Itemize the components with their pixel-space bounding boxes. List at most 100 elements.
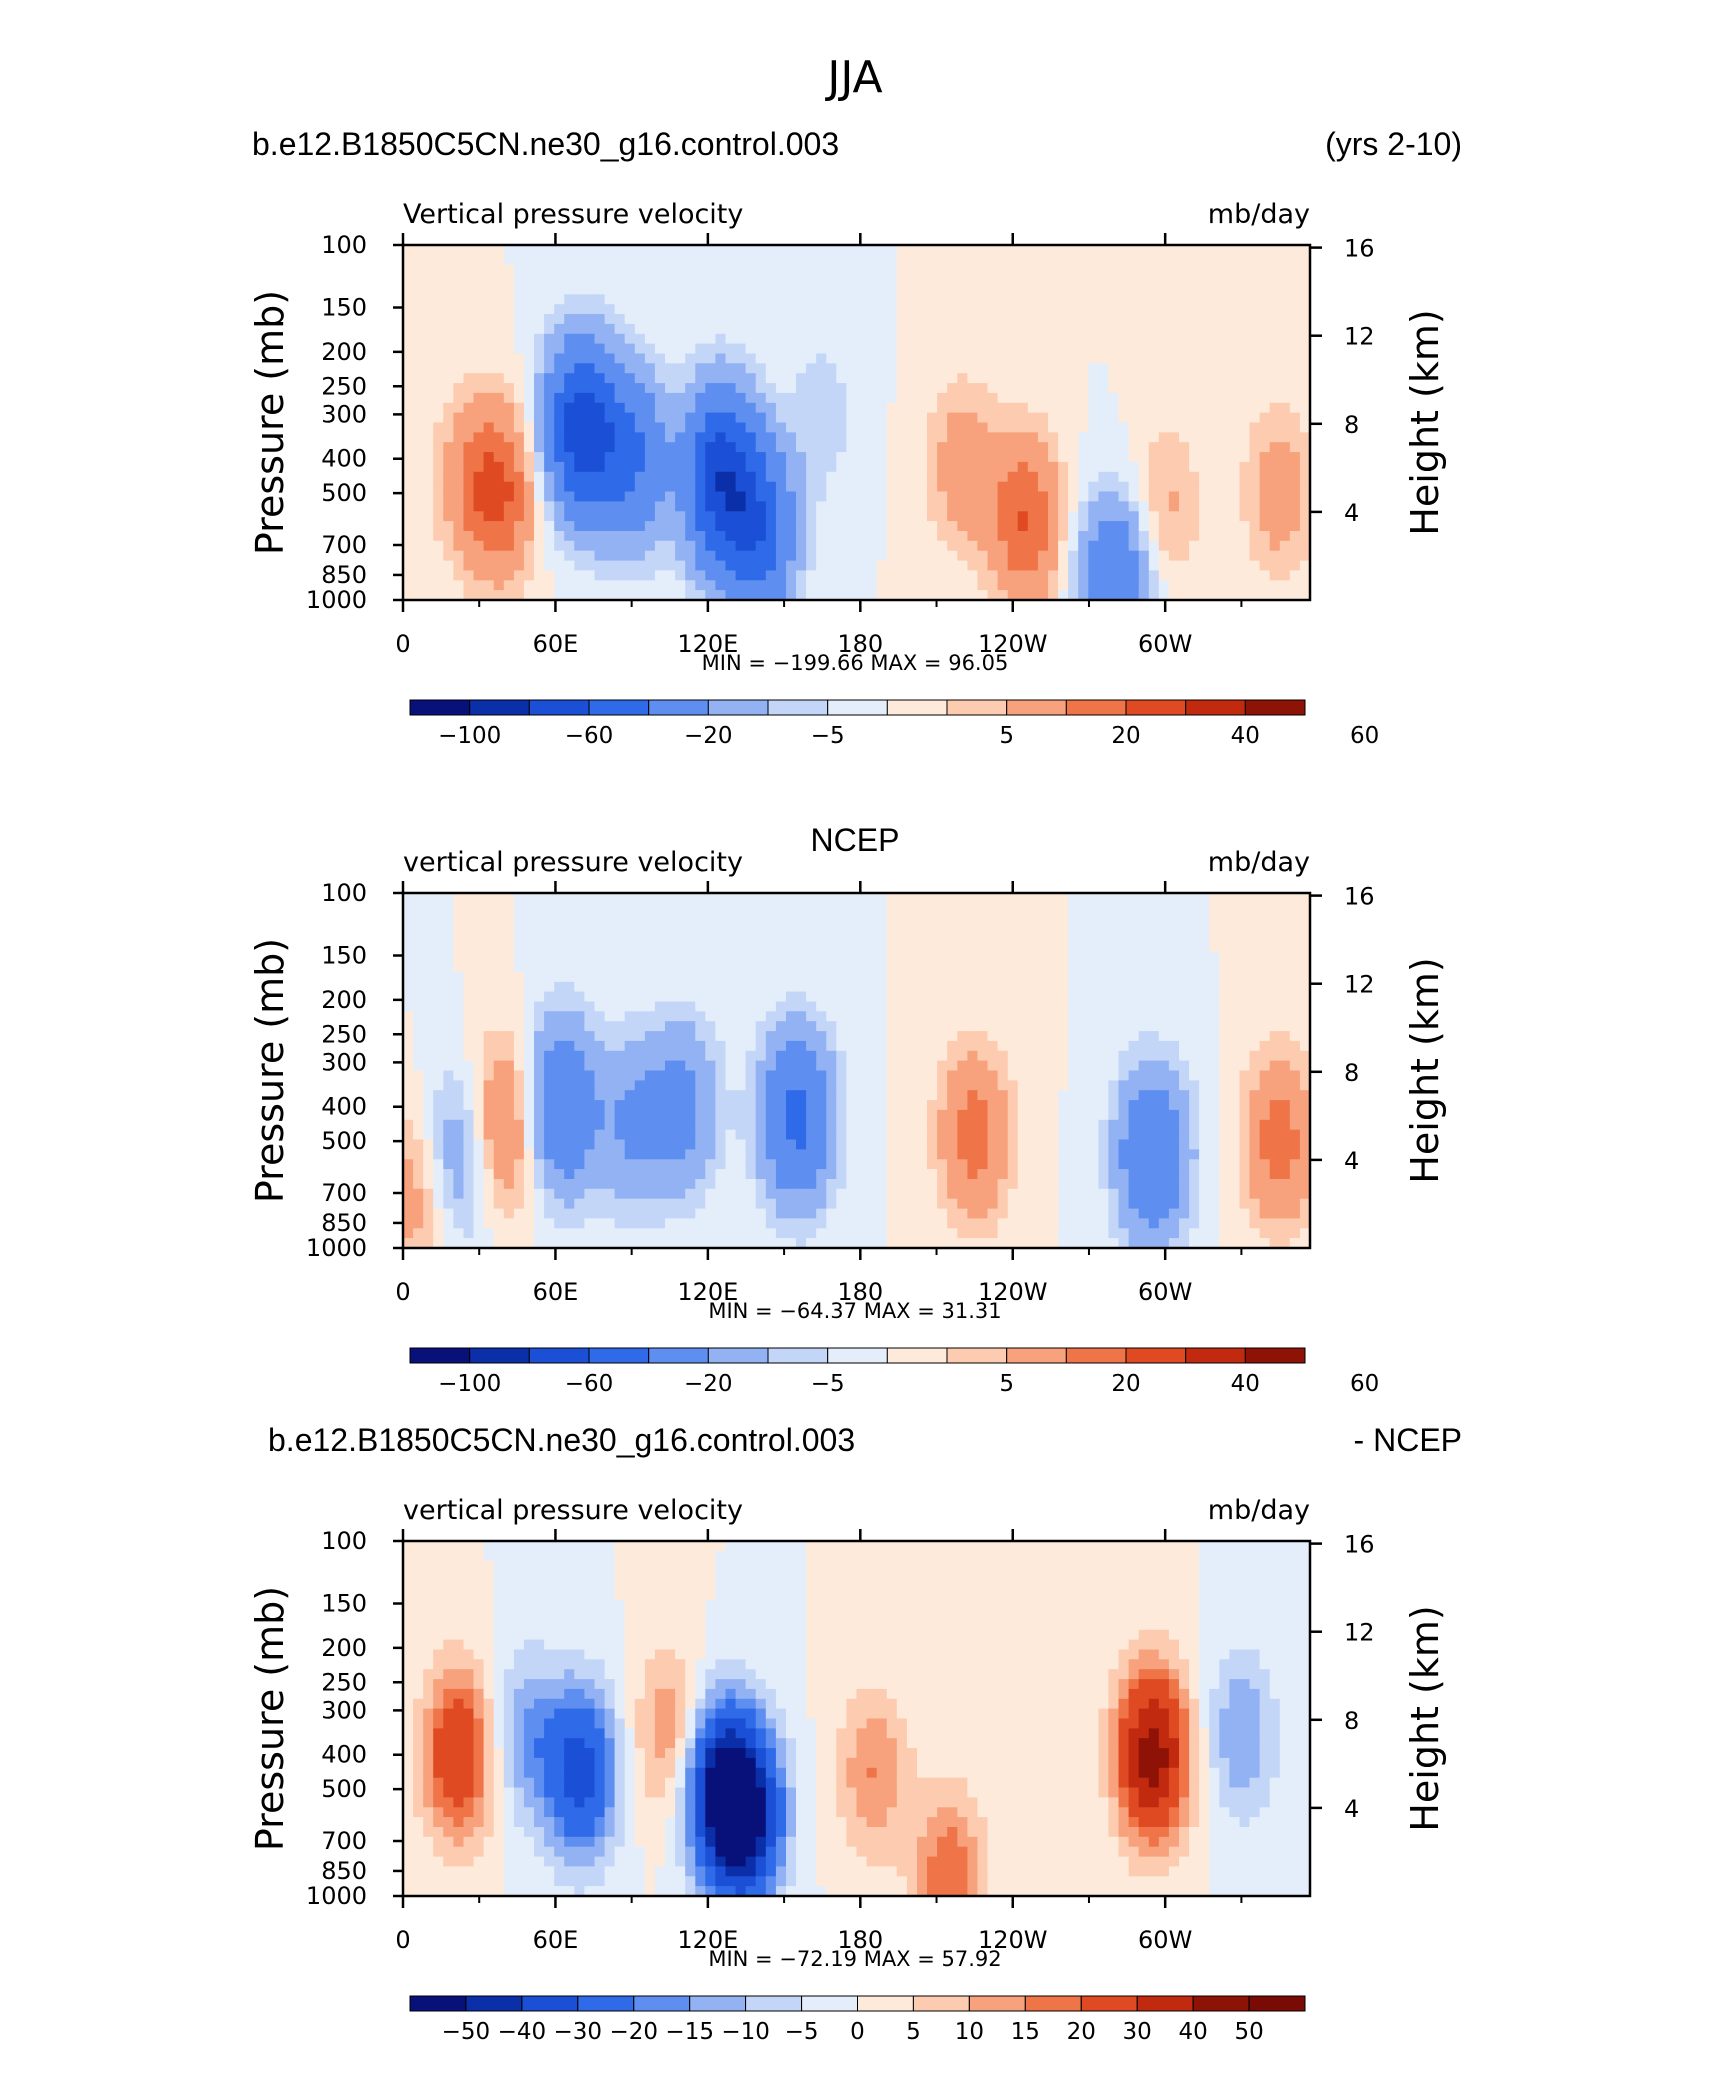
heatmap-cell: [1108, 580, 1120, 591]
heatmap-cell: [1138, 245, 1150, 256]
heatmap-cell: [917, 511, 928, 522]
heatmap-cell: [745, 893, 757, 904]
heatmap-cell: [725, 422, 737, 433]
heatmap-cell: [856, 452, 868, 463]
heatmap-cell: [654, 491, 666, 502]
heatmap-cell: [644, 1050, 656, 1062]
heatmap-cell: [604, 314, 616, 325]
heatmap-cell: [715, 284, 727, 295]
heatmap-cell: [634, 893, 646, 904]
heatmap-cell: [594, 560, 606, 572]
heatmap-cell: [1108, 254, 1120, 266]
heatmap-cell: [957, 284, 968, 295]
heatmap-cell: [765, 245, 777, 256]
heatmap-cell: [534, 254, 545, 266]
heatmap-cell: [403, 952, 414, 963]
heatmap-cell: [1007, 432, 1019, 443]
heatmap-cell: [665, 1011, 676, 1022]
heatmap-cell: [735, 1050, 747, 1062]
heatmap-cell: [1279, 402, 1291, 414]
heatmap-cell: [1088, 531, 1099, 542]
heatmap-cell: [806, 1040, 817, 1052]
heatmap-cell: [856, 461, 868, 473]
heatmap-cell: [1168, 893, 1180, 904]
heatmap-cell: [574, 1021, 585, 1032]
heatmap-cell: [725, 590, 737, 601]
heatmap-cell: [987, 1040, 999, 1052]
heatmap-cell: [1108, 971, 1120, 983]
heatmap-cell: [1118, 373, 1130, 384]
heatmap-cell: [755, 521, 767, 532]
heatmap-cell: [816, 991, 827, 1003]
heatmap-cell: [1249, 402, 1261, 414]
heatmap-cell: [856, 264, 868, 276]
heatmap-cell: [1027, 383, 1039, 394]
heatmap-cell: [443, 373, 454, 384]
heatmap-cell: [1168, 1040, 1180, 1052]
heatmap-cell: [786, 264, 797, 276]
heatmap-cell: [796, 1060, 807, 1072]
heatmap-cell: [1219, 442, 1230, 453]
heatmap-cell: [947, 323, 958, 335]
heatmap-cell: [927, 501, 938, 512]
heatmap-cell: [665, 1021, 676, 1032]
heatmap-cell: [1229, 962, 1241, 973]
heatmap-cell: [1158, 540, 1170, 552]
heatmap-cell: [937, 952, 948, 963]
heatmap-cell: [806, 343, 817, 355]
heatmap-cell: [453, 590, 465, 601]
heatmap-cell: [1138, 402, 1150, 414]
heatmap-cell: [1259, 550, 1271, 562]
heatmap-cell: [463, 254, 475, 266]
heatmap-cell: [1037, 570, 1049, 581]
variable-label: Vertical pressure velocity: [403, 199, 743, 230]
heatmap-cell: [796, 942, 807, 953]
heatmap-cell: [836, 902, 847, 914]
heatmap-cell: [695, 422, 706, 433]
heatmap-cell: [786, 1001, 797, 1012]
heatmap-cell: [1108, 1060, 1120, 1072]
heatmap-cell: [765, 570, 777, 581]
heatmap-cell: [735, 1060, 747, 1072]
heatmap-cell: [463, 304, 475, 315]
heatmap-cell: [1058, 333, 1069, 345]
heatmap-cell: [1239, 343, 1251, 355]
heatmap-cell: [937, 1001, 948, 1012]
heatmap-cell: [403, 570, 414, 581]
heatmap-cell: [927, 422, 938, 433]
heatmap-cell: [806, 511, 817, 522]
heatmap-cell: [846, 264, 858, 276]
heatmap-cell: [654, 501, 666, 512]
heatmap-cell: [1128, 942, 1140, 953]
heatmap-cell: [866, 323, 878, 335]
heatmap-cell: [775, 560, 787, 572]
heatmap-cell: [816, 1050, 827, 1062]
heatmap-cell: [574, 323, 585, 335]
heatmap-cell: [876, 461, 888, 473]
heatmap-cell: [765, 912, 777, 924]
heatmap-cell: [1027, 402, 1039, 414]
heatmap-cell: [534, 363, 545, 374]
heatmap-cell: [896, 264, 908, 276]
heatmap-cell: [735, 893, 747, 904]
heatmap-cell: [1048, 1060, 1059, 1072]
heatmap-cell: [554, 432, 565, 443]
heatmap-cell: [675, 550, 686, 562]
heatmap-cell: [906, 971, 918, 983]
heatmap-cell: [1279, 991, 1291, 1003]
heatmap-cell: [644, 264, 656, 276]
heatmap-cell: [876, 363, 888, 374]
heatmap-cell: [614, 590, 626, 601]
heatmap-cell: [796, 912, 807, 924]
heatmap-cell: [614, 1011, 626, 1022]
heatmap-cell: [453, 491, 465, 502]
heatmap-cell: [1027, 511, 1039, 522]
heatmap-cell: [816, 353, 827, 364]
heatmap-cell: [584, 550, 596, 562]
heatmap-cell: [513, 981, 525, 993]
heatmap-cell: [413, 521, 424, 532]
heatmap-cell: [1179, 1021, 1190, 1032]
heatmap-cell: [403, 245, 414, 256]
heatmap-cell: [997, 304, 1009, 315]
heatmap-cell: [1118, 452, 1130, 463]
